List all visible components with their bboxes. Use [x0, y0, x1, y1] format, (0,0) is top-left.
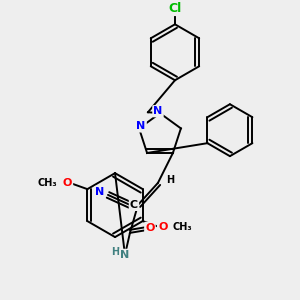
- Text: N: N: [95, 187, 105, 197]
- Text: CH₃: CH₃: [38, 178, 57, 188]
- Text: N: N: [136, 122, 146, 131]
- Text: N: N: [120, 250, 130, 260]
- Text: C: C: [130, 200, 138, 210]
- Text: O: O: [145, 223, 154, 233]
- Text: O: O: [158, 222, 167, 232]
- Text: O: O: [63, 178, 72, 188]
- Text: N: N: [153, 106, 163, 116]
- Text: H: H: [111, 247, 119, 257]
- Text: Cl: Cl: [168, 2, 182, 15]
- Text: H: H: [166, 175, 174, 185]
- Text: CH₃: CH₃: [173, 222, 193, 232]
